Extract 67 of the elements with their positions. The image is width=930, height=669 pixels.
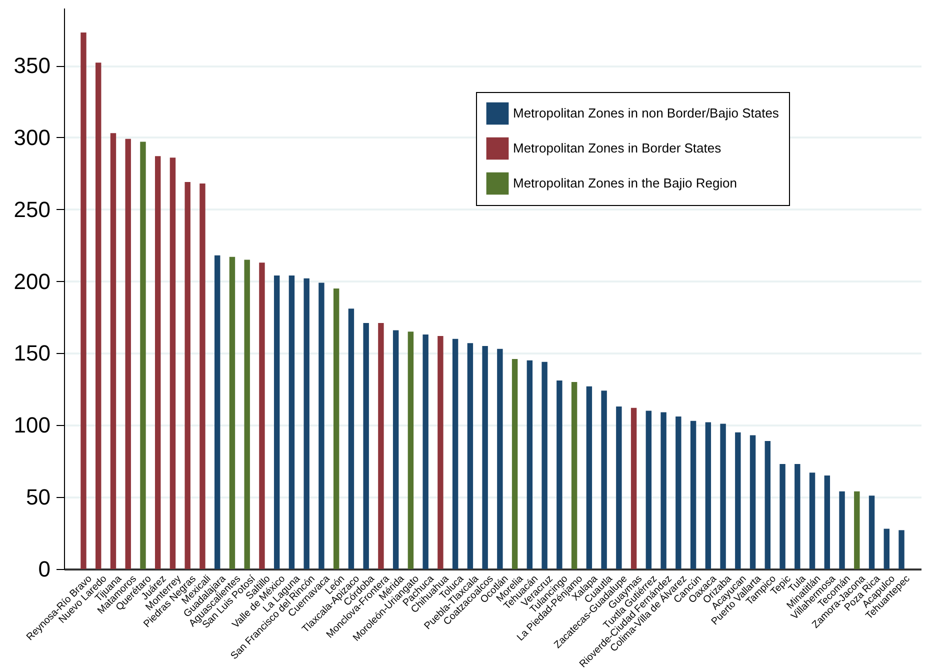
- bar: [884, 528, 890, 569]
- bar: [601, 390, 607, 569]
- bar: [318, 282, 324, 569]
- bar: [274, 276, 280, 569]
- bar: [363, 323, 369, 569]
- bar: [720, 424, 726, 569]
- bar: [556, 380, 562, 569]
- bar: [140, 142, 146, 569]
- bar: [809, 472, 816, 569]
- bar: [898, 530, 904, 569]
- bar: [824, 476, 830, 569]
- bar: [392, 330, 399, 569]
- bar: [586, 386, 592, 569]
- y-tick-label: 150: [14, 340, 50, 366]
- y-tick-label: 250: [14, 196, 50, 222]
- bar: [690, 420, 696, 569]
- bar: [80, 32, 86, 569]
- bar: [780, 464, 786, 569]
- bar: [660, 412, 666, 569]
- bar: [184, 182, 190, 569]
- bar: [214, 255, 220, 569]
- bar: [288, 276, 295, 569]
- bar: [378, 323, 384, 569]
- bar: [542, 362, 548, 569]
- bar: [259, 262, 265, 569]
- bar: [200, 183, 206, 569]
- bar: [438, 336, 444, 569]
- legend-label: Metropolitan Zones in non Border/Bajio States: [513, 106, 780, 120]
- bar: [333, 288, 340, 569]
- bar: [348, 308, 354, 569]
- y-tick-label: 350: [14, 53, 50, 78]
- bar: [408, 332, 414, 569]
- y-tick-label: 200: [14, 268, 50, 294]
- bar: [571, 382, 578, 569]
- y-tick-label: 100: [14, 412, 50, 438]
- bar: [422, 334, 428, 569]
- bar: [497, 348, 503, 569]
- y-tick-label: 50: [26, 484, 50, 510]
- bar: [839, 491, 845, 569]
- bar: [854, 491, 860, 569]
- bar: [735, 432, 741, 569]
- bar: [467, 343, 474, 569]
- bar: [750, 435, 756, 569]
- bar: [125, 138, 131, 569]
- legend-label: Metropolitan Zones in Border States: [513, 140, 722, 156]
- bar: [616, 406, 622, 569]
- bar: [304, 278, 310, 569]
- bar: [646, 410, 652, 569]
- bar: [676, 416, 682, 569]
- bar: [229, 256, 236, 569]
- bar: [170, 158, 176, 569]
- bar: [526, 360, 533, 569]
- bar: [764, 440, 771, 569]
- y-tick-label: 0: [38, 556, 50, 582]
- bar: [794, 464, 800, 569]
- bar: [244, 260, 250, 569]
- bar: [705, 422, 712, 569]
- y-tick-label: 300: [14, 124, 50, 150]
- bar: [868, 496, 875, 569]
- bar: [110, 133, 116, 569]
- bar: [96, 62, 102, 569]
- bar: [630, 408, 637, 569]
- bar: [512, 358, 518, 569]
- bar: [154, 156, 161, 569]
- legend-label: Metropolitan Zones in the Bajio Region: [513, 176, 738, 190]
- bar: [482, 346, 488, 569]
- bar: [452, 338, 458, 569]
